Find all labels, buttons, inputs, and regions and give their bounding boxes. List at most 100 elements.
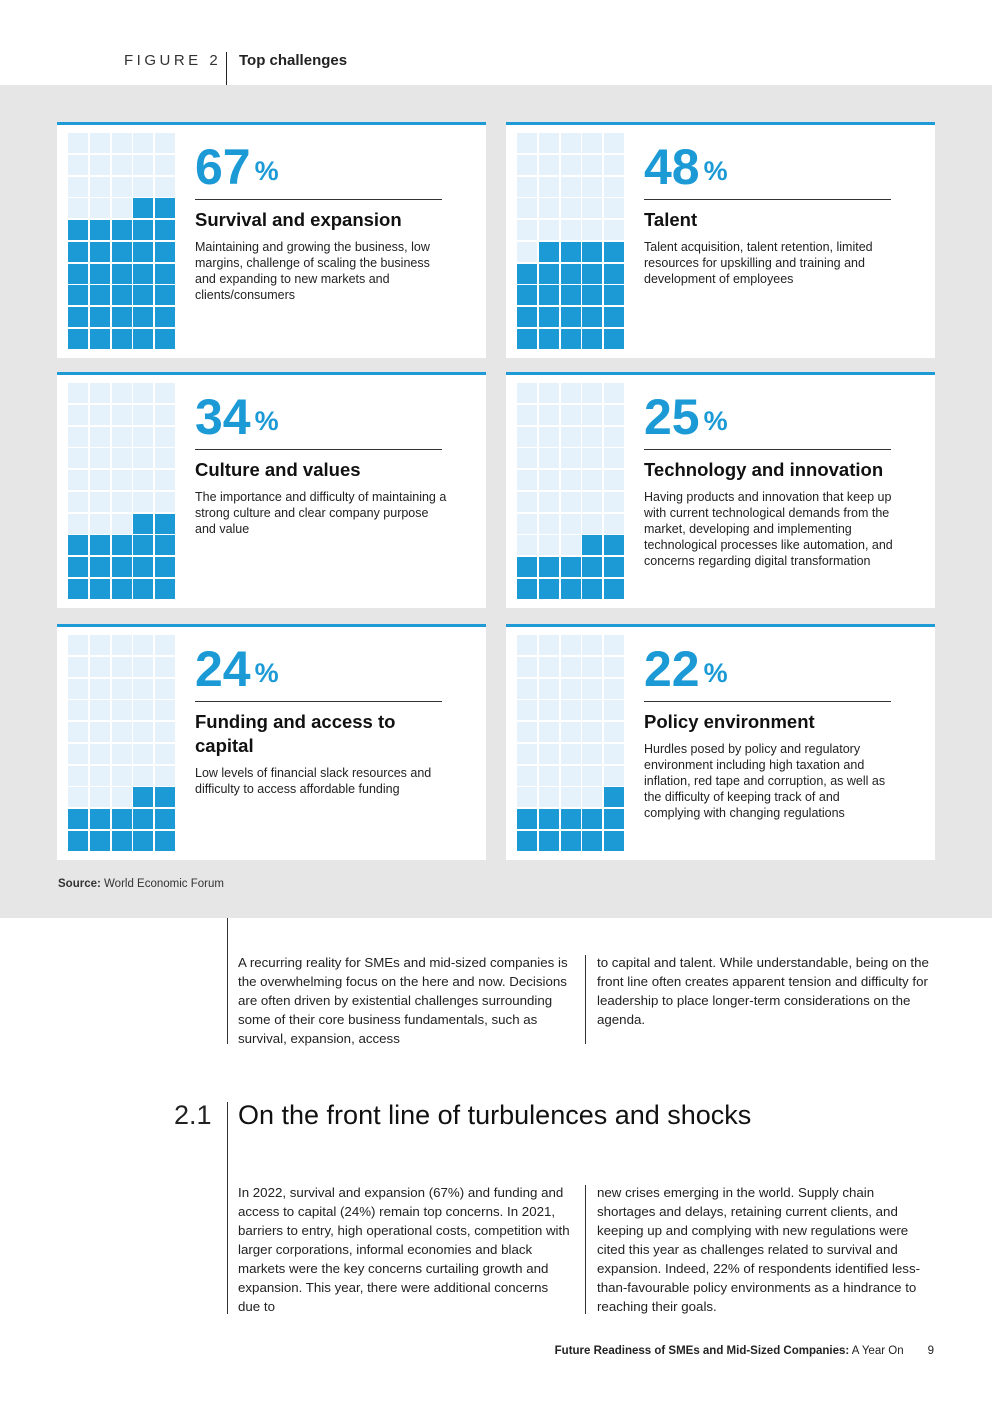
waffle-cell-empty	[538, 154, 559, 175]
waffle-cell-empty	[89, 448, 110, 469]
waffle-cell-empty	[538, 470, 559, 490]
waffle-cell-empty	[111, 133, 132, 153]
waffle-cell-empty	[517, 198, 537, 219]
challenge-card-policy: 22% Policy environment Hurdles posed by …	[506, 624, 935, 860]
waffle-cell-filled	[155, 241, 175, 262]
waffle-cell-filled	[89, 328, 110, 349]
waffle-cell-empty	[582, 220, 603, 240]
waffle-cell-empty	[560, 154, 581, 175]
percent-value: 67%	[195, 137, 279, 197]
waffle-cell-empty	[89, 722, 110, 742]
waffle-cell-empty	[89, 656, 110, 677]
waffle-cell-empty	[68, 426, 88, 447]
waffle-cell-empty	[89, 383, 110, 403]
waffle-cell-empty	[538, 426, 559, 447]
waffle-cell-empty	[133, 700, 154, 721]
waffle-cell-empty	[68, 513, 88, 534]
waffle-cell-filled	[89, 263, 110, 284]
card-rule	[195, 449, 442, 450]
waffle-cell-empty	[111, 635, 132, 655]
waffle-cell-filled	[560, 830, 581, 851]
waffle-cell-filled	[89, 830, 110, 851]
waffle-cell-filled	[155, 328, 175, 349]
waffle-cell-empty	[604, 220, 624, 240]
percent-value: 25%	[644, 387, 728, 447]
waffle-cell-empty	[604, 635, 624, 655]
waffle-cell-filled	[133, 285, 154, 306]
waffle-cell-empty	[68, 635, 88, 655]
waffle-cell-empty	[560, 765, 581, 786]
waffle-cell-filled	[604, 830, 624, 851]
waffle-cell-empty	[517, 656, 537, 677]
waffle-cell-filled	[68, 307, 88, 327]
column-rule	[227, 918, 228, 1044]
waffle-cell-empty	[604, 383, 624, 403]
waffle-cell-empty	[538, 635, 559, 655]
waffle-cell-empty	[155, 383, 175, 403]
waffle-cell-filled	[89, 285, 110, 306]
waffle-cell-empty	[133, 133, 154, 153]
waffle-cell-filled	[155, 787, 175, 808]
waffle-cell-filled	[582, 830, 603, 851]
waffle-cell-empty	[538, 700, 559, 721]
waffle-cell-empty	[133, 743, 154, 764]
waffle-cell-filled	[111, 307, 132, 327]
waffle-cell-empty	[68, 198, 88, 219]
card-title: Technology and innovation	[644, 459, 884, 480]
waffle-cell-empty	[517, 635, 537, 655]
intro-paragraph-left: A recurring reality for SMEs and mid-siz…	[238, 955, 568, 1046]
waffle-cell-filled	[68, 557, 88, 577]
waffle-cell-filled	[68, 263, 88, 284]
waffle-cell-filled	[68, 578, 88, 599]
waffle-cell-empty	[133, 470, 154, 490]
waffle-cell-filled	[517, 830, 537, 851]
waffle-cell-filled	[133, 198, 154, 219]
waffle-cell-empty	[89, 700, 110, 721]
figure-panel: 67% Survival and expansion Maintaining a…	[0, 85, 992, 918]
waffle-cell-filled	[517, 328, 537, 349]
card-title: Funding and access to capital	[195, 711, 396, 756]
waffle-cell-empty	[155, 154, 175, 175]
waffle-cell-empty	[68, 787, 88, 808]
waffle-cell-empty	[517, 787, 537, 808]
waffle-cell-empty	[155, 743, 175, 764]
waffle-cell-filled	[155, 220, 175, 240]
waffle-cell-empty	[111, 198, 132, 219]
waffle-cell-empty	[68, 404, 88, 425]
waffle-cell-empty	[560, 700, 581, 721]
percent-symbol: %	[703, 156, 728, 186]
waffle-cell-empty	[582, 448, 603, 469]
waffle-cell-filled	[560, 285, 581, 306]
waffle-cell-empty	[155, 765, 175, 786]
waffle-cell-filled	[517, 263, 537, 284]
waffle-cell-empty	[582, 133, 603, 153]
waffle-cell-empty	[111, 491, 132, 512]
waffle-cell-filled	[89, 557, 110, 577]
waffle-cell-empty	[582, 154, 603, 175]
waffle-cell-empty	[582, 176, 603, 197]
waffle-cell-empty	[517, 133, 537, 153]
footer-report-title: Future Readiness of SMEs and Mid-Sized C…	[554, 1345, 850, 1357]
waffle-cell-empty	[155, 448, 175, 469]
waffle-cell-empty	[582, 404, 603, 425]
waffle-cell-empty	[517, 743, 537, 764]
waffle-cell-filled	[155, 198, 175, 219]
waffle-cell-empty	[111, 154, 132, 175]
waffle-cell-filled	[89, 220, 110, 240]
waffle-cell-empty	[582, 656, 603, 677]
waffle-cell-empty	[517, 220, 537, 240]
waffle-cell-empty	[517, 513, 537, 534]
waffle-cell-empty	[111, 787, 132, 808]
waffle-cell-empty	[538, 535, 559, 556]
waffle-cell-empty	[582, 470, 603, 490]
waffle-cell-empty	[517, 176, 537, 197]
waffle-cell-empty	[111, 700, 132, 721]
waffle-cell-filled	[111, 557, 132, 577]
waffle-cell-empty	[582, 426, 603, 447]
waffle-cell-empty	[155, 635, 175, 655]
waffle-cell-empty	[133, 765, 154, 786]
page-number: 9	[927, 1345, 934, 1357]
waffle-cell-filled	[68, 809, 88, 829]
figure-title: Top challenges	[239, 52, 348, 69]
waffle-cell-filled	[538, 263, 559, 284]
